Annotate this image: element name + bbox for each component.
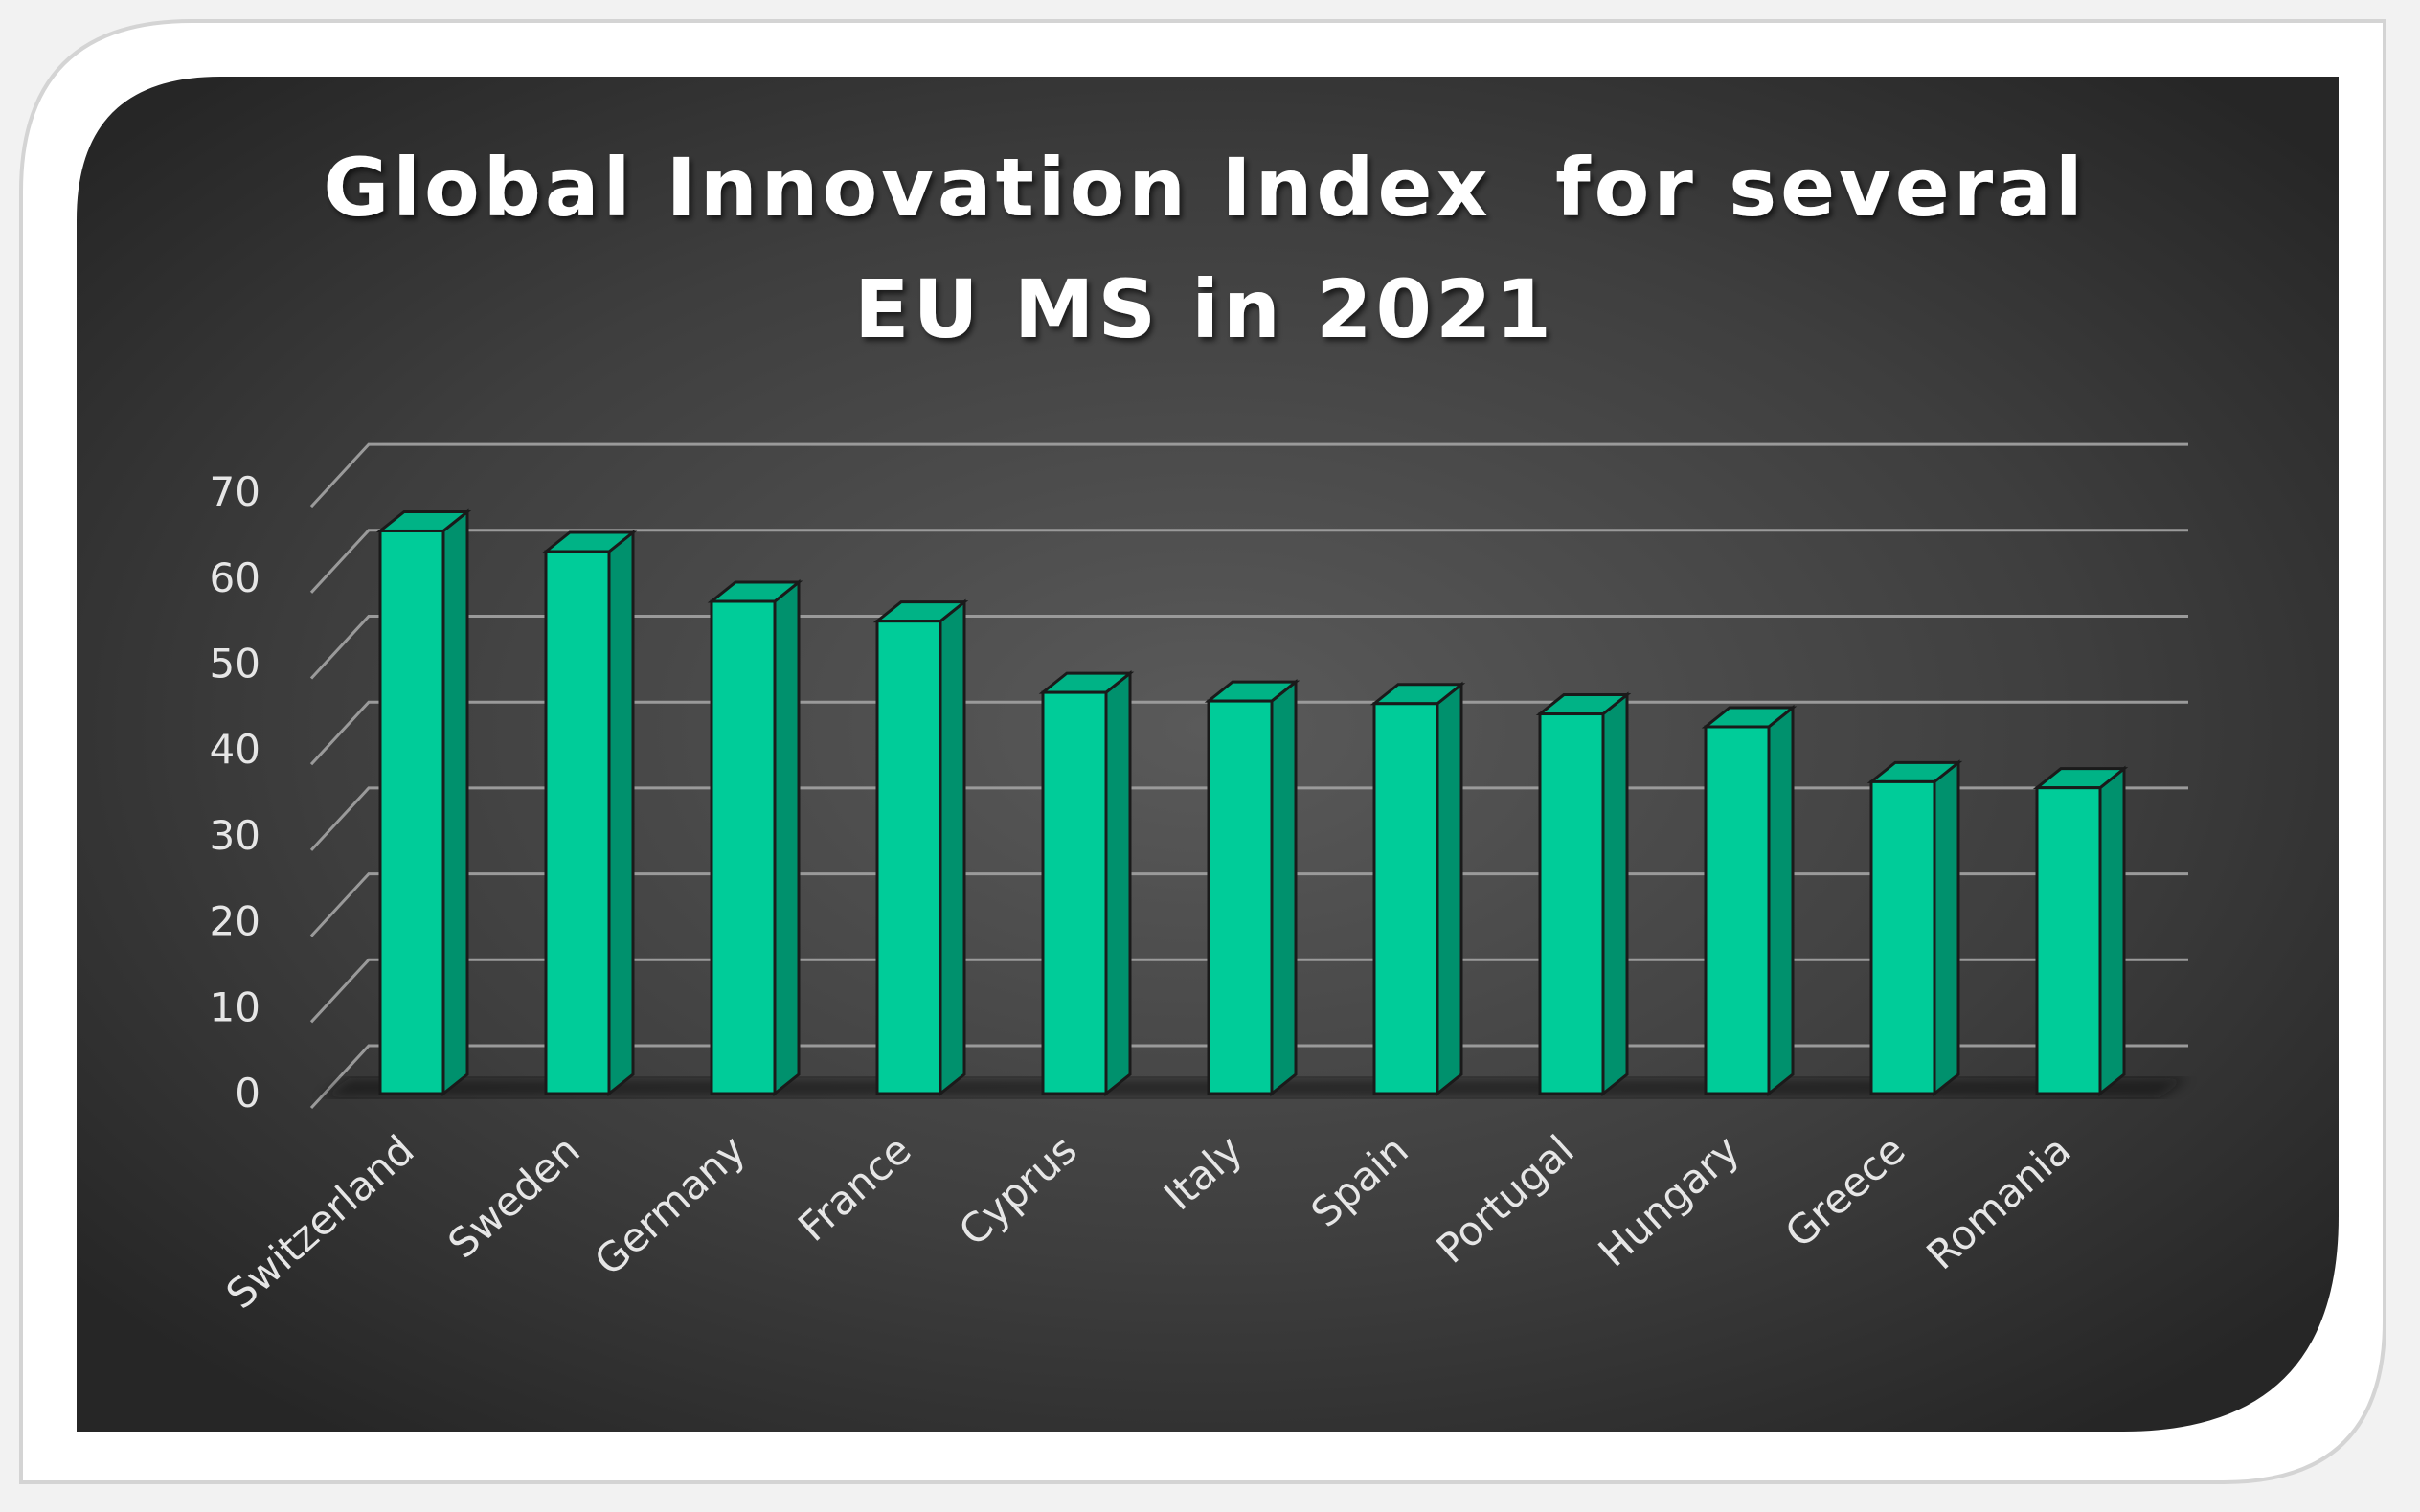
bar-side	[939, 598, 966, 1097]
y-tick-label: 0	[235, 1070, 260, 1117]
gridline	[309, 442, 2188, 508]
bar-side	[1104, 669, 1132, 1097]
bar-side	[607, 529, 635, 1097]
bar	[544, 550, 611, 1095]
bar-spain	[1369, 681, 1466, 1097]
bar	[2035, 786, 2102, 1095]
bar-side	[1601, 691, 1629, 1097]
bar-side	[1933, 759, 1960, 1097]
y-tick-label: 10	[210, 983, 260, 1030]
bar-side	[441, 508, 469, 1097]
bar	[1869, 779, 1936, 1095]
bar	[1207, 699, 1274, 1095]
y-tick-label: 60	[210, 554, 260, 601]
bar-side	[1436, 681, 1463, 1097]
bar-side	[1767, 704, 1795, 1097]
y-tick-label: 40	[210, 726, 260, 773]
bar-romania	[2032, 765, 2129, 1097]
chart-title-line1: Global Innovation Index for several	[323, 141, 2086, 235]
bar	[1372, 702, 1439, 1095]
y-tick-label: 50	[210, 641, 260, 688]
y-axis-ticks: 0 10 20 30 40 50 60 70	[210, 468, 260, 1117]
y-tick-label: 20	[210, 898, 260, 945]
bar-greece	[1866, 759, 1963, 1097]
gridline	[309, 529, 2188, 594]
bar	[1538, 712, 1605, 1095]
bar-italy	[1204, 678, 1300, 1097]
bar	[378, 529, 445, 1095]
bars	[375, 508, 2129, 1097]
bar	[710, 599, 777, 1095]
bar-side	[773, 578, 801, 1097]
bar	[875, 620, 942, 1095]
bar-sweden	[541, 529, 638, 1097]
gridline	[309, 615, 2188, 680]
bar-hungary	[1701, 704, 1798, 1097]
bar-side	[1270, 678, 1298, 1097]
bar	[1041, 690, 1108, 1095]
bar	[1704, 725, 1771, 1095]
y-tick-label: 30	[210, 812, 260, 859]
bar-germany	[707, 578, 803, 1097]
bar-portugal	[1535, 691, 1632, 1097]
bar-side	[2098, 765, 2126, 1097]
bar-switzerland	[375, 508, 472, 1097]
chart-title-line2: EU MS in 2021	[854, 262, 1555, 356]
y-tick-label: 70	[210, 468, 260, 515]
bar-france	[872, 598, 969, 1097]
bar-cyprus	[1038, 669, 1135, 1097]
